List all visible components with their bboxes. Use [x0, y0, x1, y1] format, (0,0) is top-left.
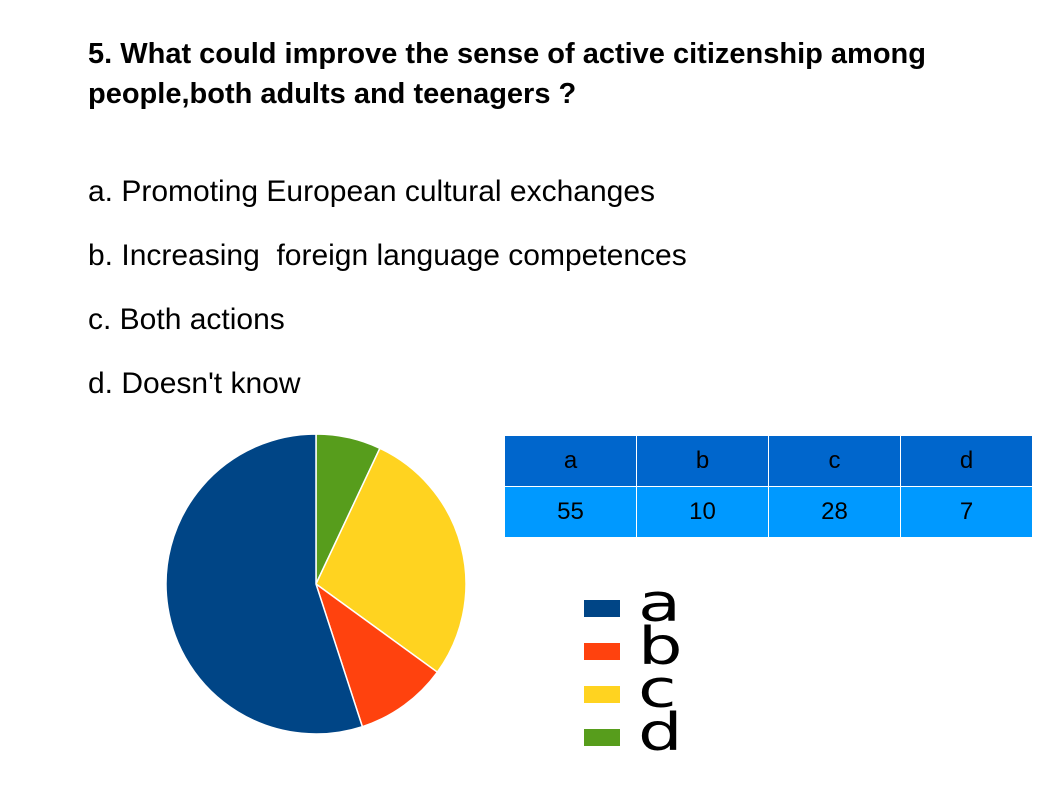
- table-header-a: a: [504, 435, 637, 487]
- legend-swatch-a: [584, 600, 620, 617]
- option-d: d. Doesn't know: [88, 367, 301, 400]
- pie-slice-c: [315, 447, 467, 674]
- table-value-a: 55: [504, 486, 637, 538]
- table-value-b: 10: [636, 486, 769, 538]
- legend-swatch-c: [584, 686, 620, 703]
- option-b: b. Increasing foreign language competenc…: [88, 239, 687, 272]
- option-a: a. Promoting European cultural exchanges: [88, 175, 656, 208]
- table-header-c: c: [768, 435, 901, 487]
- table-value-row: 55 10 28 7: [504, 486, 1033, 538]
- legend-swatch-b: [584, 643, 620, 660]
- results-table: a b c d 55 10 28 7: [504, 435, 1033, 538]
- legend-swatch-d: [584, 729, 620, 746]
- pie-slice-b: [314, 582, 439, 728]
- legend-label-a: a: [638, 574, 682, 634]
- table-header-row: a b c d: [504, 435, 1033, 487]
- question-title: 5. What could improve the sense of activ…: [88, 38, 926, 110]
- table-header-d: d: [900, 435, 1033, 487]
- legend-label-c: c: [638, 660, 677, 720]
- pie-slice-a: [165, 433, 364, 735]
- option-c: c. Both actions: [88, 303, 285, 336]
- legend-label-d: d: [638, 703, 683, 763]
- table-value-d: 7: [900, 486, 1033, 538]
- legend-label-b: b: [638, 617, 683, 677]
- answer-options: a. Promoting European cultural exchanges…: [88, 168, 687, 424]
- table-header-b: b: [636, 435, 769, 487]
- pie-chart: [165, 433, 467, 735]
- table-value-c: 28: [768, 486, 901, 538]
